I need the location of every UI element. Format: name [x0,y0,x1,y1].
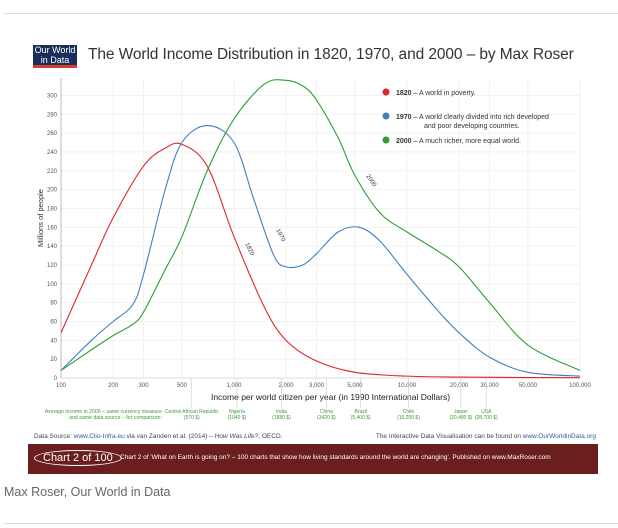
x-tick-label: 100,000 [569,383,591,389]
y-axis-title: Millions of people [36,189,45,247]
legend-marker-1970 [382,112,390,120]
comparison-country: India [276,409,287,415]
owid-logo[interactable]: Our World in Data [33,45,77,68]
source-mid: via van Zanden et al. (2014) – [124,433,215,440]
x-tick-label: 3,000 [309,383,325,389]
interactive-note: The Interactive Data Visualisation can b… [376,433,596,440]
x-tick-label: 30,000 [480,383,499,389]
y-tick-label: 40 [50,338,57,344]
y-tick-label: 300 [47,93,58,99]
legend: 1820 – A world in poverty. 1970 – A world… [382,88,549,145]
series-banner: Chart 2 of 100 Chart 2 of 'What on Earth… [28,444,598,474]
curve-label-1820: 1820 [243,242,255,257]
y-tick-label: 80 [50,301,57,307]
bottom-divider [4,523,618,524]
y-tick-label: 280 [47,112,58,118]
curve-label-2000: 2000 [364,174,377,189]
comparison-markers: Average income in 2000 – same currency m… [45,378,498,421]
x-tick-label: 1,000 [226,383,242,389]
series-line-1970 [60,125,581,377]
comparison-value: (10,200 $) [397,415,420,421]
y-tick-label: 220 [47,169,58,175]
x-tick-label: 100 [56,383,67,389]
series-line-2000 [60,79,581,371]
interactive-prefix: The Interactive Data Visualisation can b… [375,433,523,440]
comparison-value: (20,480 $) [449,415,472,421]
source-link[interactable]: www.Clio-Infra.eu [73,433,125,440]
series-line-1820 [60,142,581,379]
x-tick-label: 500 [177,383,188,389]
banner-text: Chart 2 of 'What on Earth is going on? –… [120,454,551,461]
comparison-header-line2: and same data source – for comparison: [69,415,162,421]
source-title: How Was Life? [214,433,259,440]
legend-marker-1820 [382,88,390,96]
comparison-country: China [320,409,333,415]
axes: 0 20 40 60 80 100 120 140 160 180 200 220 240 260 280 3… [36,78,592,402]
legend-entry-2000: 2000 – A much richer, more equal world. [396,138,521,145]
comparison-value: (570 $) [184,415,200,421]
x-tick-label: 10,000 [398,383,417,389]
curve-label-1970: 1970 [274,228,286,243]
data-source: Data Source: www.Clio-Infra.eu via van Z… [34,433,282,440]
comparison-country: Central African Republic [165,409,219,415]
comparison-country: Chile [403,409,415,415]
y-tick-label: 240 [47,150,58,156]
comparison-country: Brazil [354,409,367,415]
y-tick-label: 180 [47,206,58,212]
x-tick-label: 50,000 [519,383,538,389]
x-axis-title: Income per world citizen per year (in 19… [211,392,450,402]
legend-entry-1820: 1820 – A world in poverty. [396,90,476,97]
chart-title: The World Income Distribution in 1820, 1… [88,46,574,63]
top-divider [4,13,618,14]
comparison-country: Japan [454,409,468,415]
legend-entry-1970: 1970 – A world clearly divided into rich… [396,114,549,121]
source-suffix: , OECD. [258,433,283,440]
logo-line-1: Our World [34,45,76,55]
comparison-country: USA [481,409,492,415]
comparison-value: (5,400 $) [351,415,371,421]
legend-marker-2000 [382,136,390,144]
x-tick-label: 5,000 [347,383,363,389]
y-tick-label: 140 [47,244,58,250]
x-tick-label: 20,000 [450,383,469,389]
y-tick-label: 160 [47,225,58,231]
y-tick-label: 200 [47,188,58,194]
comparison-value: (3420 $) [317,415,336,421]
logo-line-2: in Data [40,54,70,65]
y-tick-label: 120 [47,263,58,269]
comparison-value: (1880 $) [272,415,291,421]
y-tick-label: 20 [50,357,57,363]
y-tick-label: 0 [54,376,58,382]
interactive-link[interactable]: www.OurWorldinData.org [522,433,596,440]
x-tick-label: 300 [139,383,150,389]
y-tick-label: 100 [47,282,58,288]
source-prefix: Data Source: [34,433,74,440]
comparison-header-line1: Average income in 2000 – same currency m… [45,409,162,415]
y-tick-label: 260 [47,131,58,137]
legend-entry-1970-line2: and poor developing countries. [424,123,520,130]
chart-number-badge: Chart 2 of 100 [34,450,122,466]
comparison-value: (28,700 $) [475,415,498,421]
x-tick-label: 2,000 [279,383,295,389]
comparison-value: (1040 $) [228,415,247,421]
x-tick-label: 200 [108,383,119,389]
income-distribution-chart: 0 20 40 60 80 100 120 140 160 180 200 220 240 260 280 3… [36,78,592,421]
image-credit: Max Roser, Our World in Data [4,485,171,499]
comparison-country: Nigeria [229,409,245,415]
y-tick-label: 60 [50,319,57,325]
